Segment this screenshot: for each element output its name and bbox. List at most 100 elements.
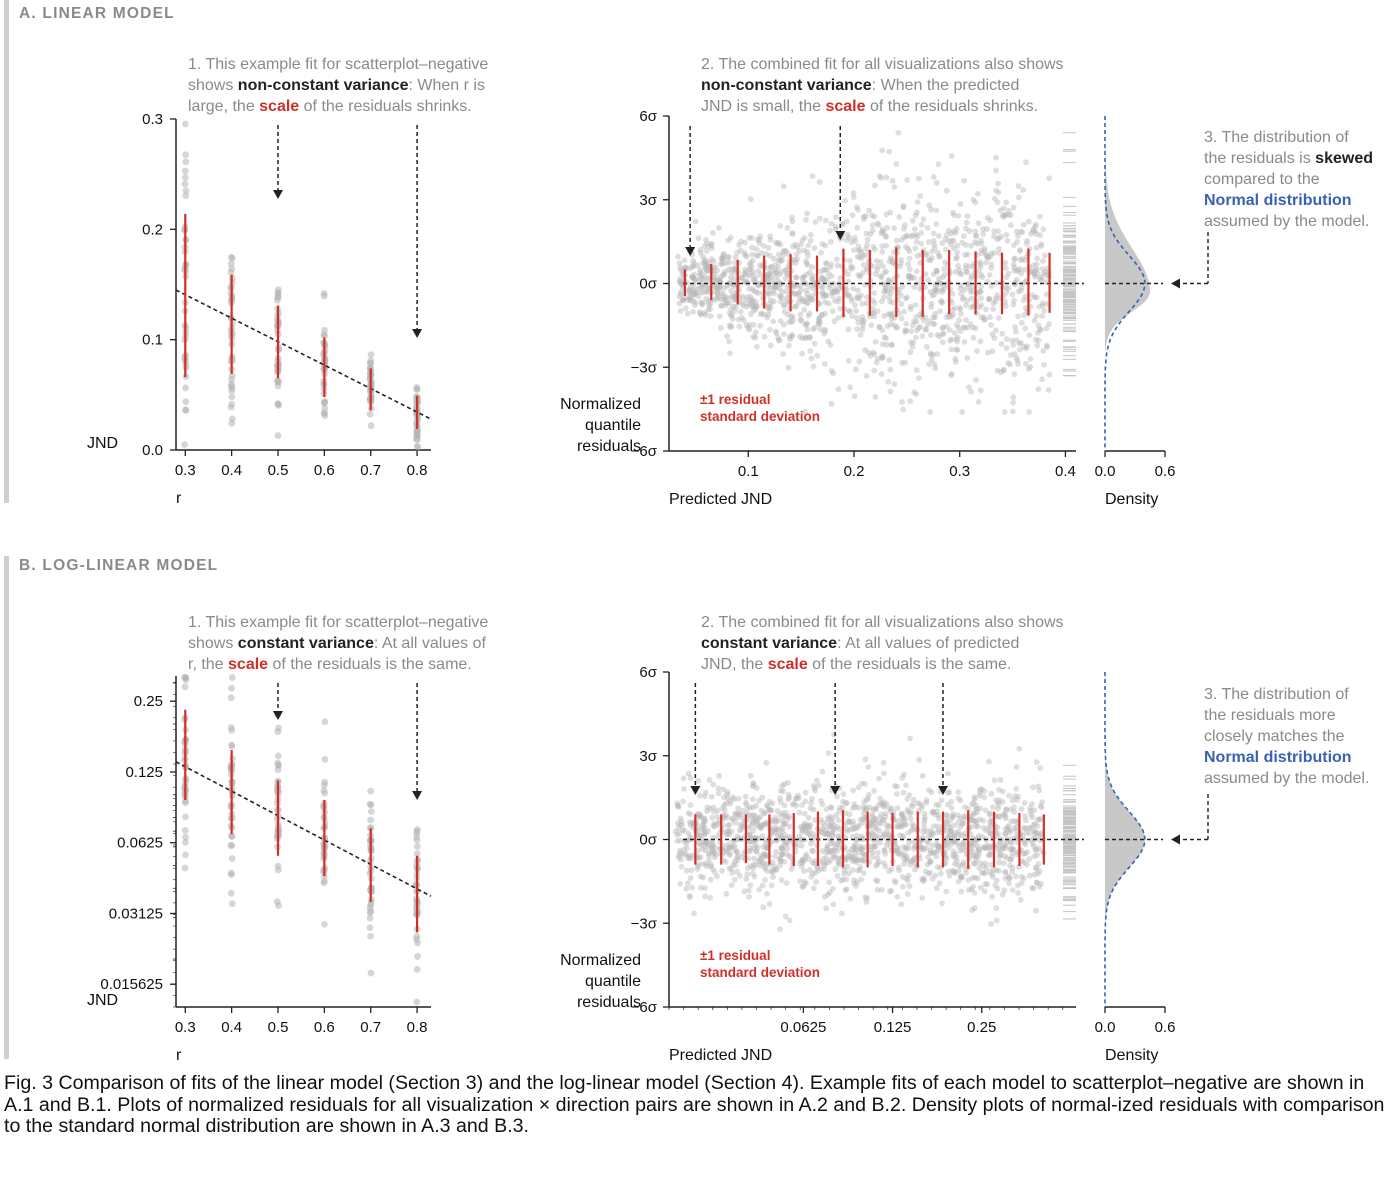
- residual-point: [797, 333, 803, 340]
- residual-point: [993, 917, 1000, 924]
- residual-point: [857, 864, 864, 870]
- residual-point: [965, 806, 971, 812]
- residual-point: [1037, 765, 1044, 771]
- residual-point: [904, 808, 911, 815]
- residual-point: [944, 839, 951, 846]
- residual-point: [800, 298, 807, 305]
- residual-point: [1020, 297, 1027, 304]
- residual-point: [817, 326, 824, 333]
- residual-point: [863, 899, 870, 905]
- residual-point: [821, 326, 828, 333]
- residual-point: [751, 855, 757, 862]
- residual-point: [685, 810, 692, 817]
- residual-point: [743, 272, 749, 278]
- residual-point: [881, 847, 888, 854]
- residual-point: [1039, 376, 1046, 383]
- residual-point: [1005, 827, 1011, 833]
- residual-point: [911, 866, 918, 873]
- residual-point: [972, 860, 979, 867]
- residual-point: [900, 406, 906, 413]
- residual-point: [932, 310, 939, 317]
- residual-point: [747, 266, 753, 273]
- residual-point: [1021, 312, 1028, 318]
- residual-point: [1011, 256, 1018, 263]
- residual-point: [981, 788, 987, 794]
- residual-point: [947, 824, 953, 831]
- residual-point: [959, 409, 966, 415]
- residual-point: [829, 885, 836, 892]
- residual-point: [1003, 199, 1010, 206]
- residual-point: [708, 793, 715, 800]
- residual-point: [970, 334, 977, 341]
- residual-point: [703, 863, 710, 870]
- residual-point: [784, 283, 791, 289]
- residual-point: [824, 842, 831, 849]
- residual-point: [721, 814, 728, 821]
- residual-point: [997, 851, 1004, 858]
- residual-point: [1032, 829, 1039, 836]
- residual-point: [1036, 868, 1043, 875]
- residual-point: [705, 264, 712, 270]
- residual-point: [675, 852, 682, 858]
- residual-point: [681, 257, 688, 264]
- residual-point: [806, 310, 813, 317]
- residual-point: [715, 285, 722, 292]
- residual-point: [804, 299, 811, 306]
- residual-point: [773, 328, 779, 335]
- residual-point: [766, 307, 772, 314]
- residual-point: [1003, 274, 1010, 281]
- residual-point: [932, 287, 938, 293]
- residual-point: [932, 811, 939, 818]
- residual-point: [924, 224, 931, 231]
- a3-note-line1: 3. The distribution of: [1204, 129, 1349, 146]
- residual-point: [820, 275, 827, 282]
- residual-point: [851, 880, 858, 887]
- residual-point: [960, 859, 967, 866]
- residual-point: [711, 264, 718, 271]
- residual-point: [854, 287, 861, 294]
- data-point: [181, 120, 189, 128]
- residual-point: [853, 856, 860, 863]
- residual-point: [860, 836, 866, 843]
- residual-point: [832, 297, 838, 304]
- residual-point: [1020, 186, 1027, 193]
- residual-point: [717, 290, 724, 296]
- residual-point: [859, 314, 866, 320]
- residual-point: [1010, 846, 1017, 853]
- residual-point: [1019, 833, 1026, 839]
- residual-point: [980, 870, 987, 876]
- residual-point: [799, 350, 806, 357]
- residual-point: [831, 825, 838, 832]
- residual-point: [769, 278, 776, 285]
- residual-point: [912, 843, 919, 850]
- annotation-arrow-head: [1171, 834, 1180, 845]
- residual-point: [883, 842, 890, 848]
- residual-point: [1005, 208, 1012, 214]
- residual-point: [821, 862, 828, 868]
- residual-point: [1000, 205, 1007, 212]
- residual-point: [878, 800, 885, 807]
- residual-point: [769, 859, 776, 866]
- residual-point: [844, 863, 851, 870]
- residual-point: [703, 288, 710, 295]
- residual-point: [820, 289, 826, 296]
- residual-point: [1036, 787, 1043, 794]
- residual-point: [851, 877, 857, 883]
- residual-point: [1028, 824, 1034, 831]
- residual-point: [979, 274, 986, 281]
- residual-point: [750, 844, 757, 851]
- data-point: [413, 965, 421, 973]
- residual-point: [815, 867, 822, 874]
- residual-point: [875, 849, 881, 856]
- residual-point: [998, 341, 1005, 347]
- residual-point: [784, 311, 791, 318]
- residual-point: [819, 274, 826, 281]
- residual-point: [869, 813, 876, 820]
- y-tick-label: 0.1: [142, 332, 163, 349]
- residual-point: [950, 848, 957, 855]
- residual-point: [894, 850, 901, 857]
- residual-point: [961, 324, 968, 331]
- residual-point: [1026, 830, 1033, 837]
- residual-point: [928, 248, 935, 255]
